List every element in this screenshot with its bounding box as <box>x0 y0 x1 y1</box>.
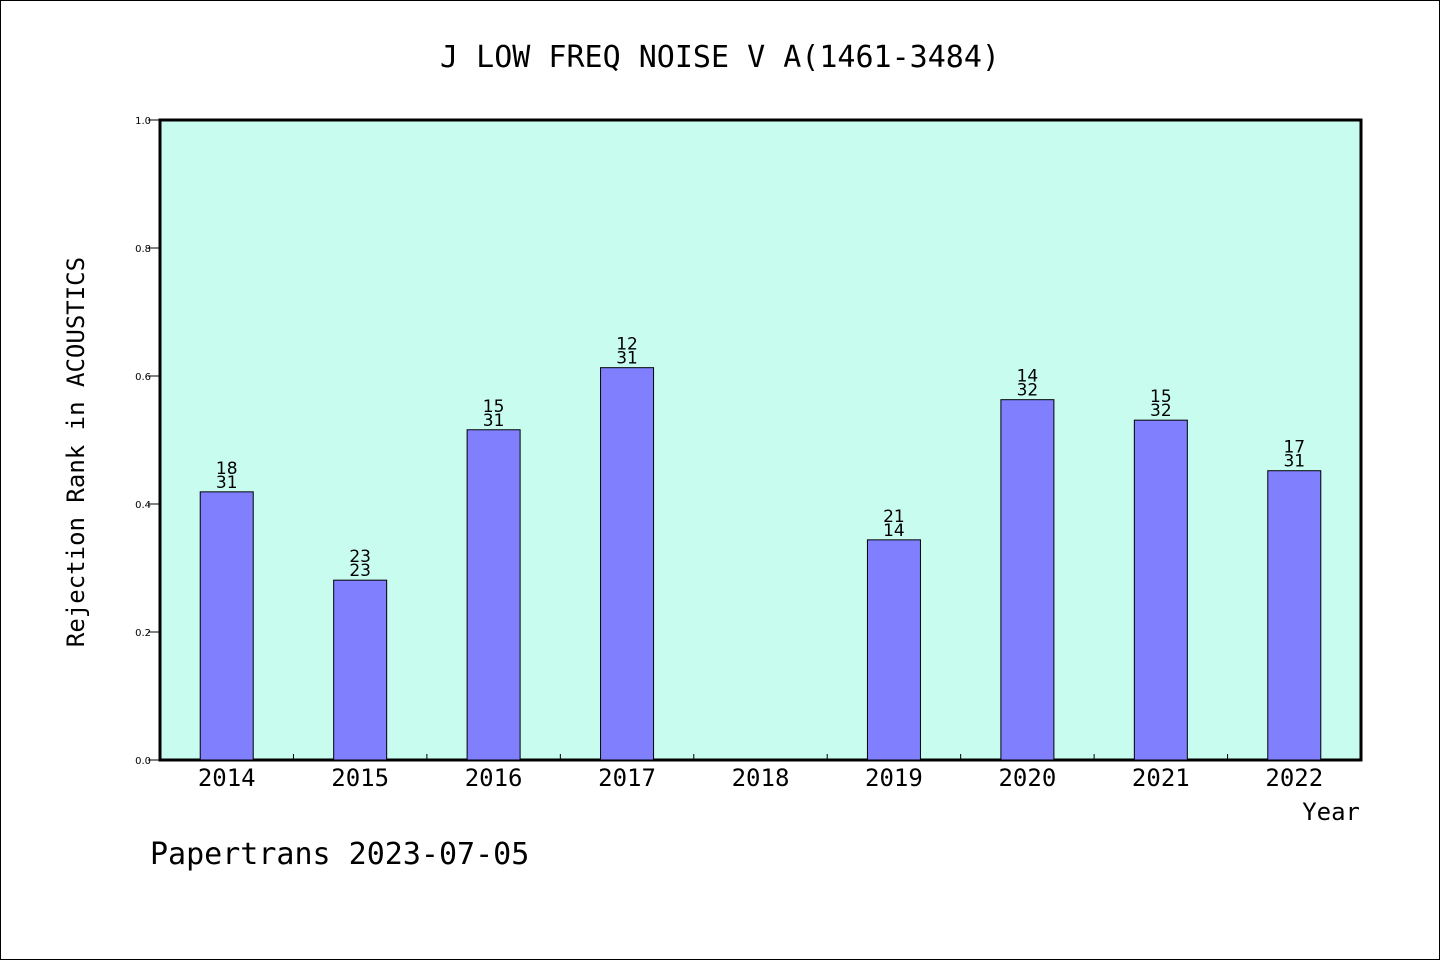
bars <box>199 367 1322 761</box>
y-tick-label: 0.0 <box>135 756 151 767</box>
bar <box>1000 399 1055 761</box>
bar-label-top: 17 <box>1283 438 1305 458</box>
x-tick-label: 2019 <box>865 764 923 792</box>
bar <box>866 539 921 761</box>
y-tick-label: 0.2 <box>135 628 151 639</box>
bar <box>1267 470 1322 761</box>
x-tick-label: 2017 <box>598 764 656 792</box>
bar-label-top: 15 <box>483 397 505 417</box>
x-tick-label: 2020 <box>998 764 1056 792</box>
bar-label-top: 21 <box>883 507 905 527</box>
y-tick-label: 0.6 <box>135 372 151 383</box>
bar <box>466 429 521 761</box>
bar-label-bottom: 31 <box>1283 452 1305 472</box>
bar-label-bottom: 23 <box>349 561 371 581</box>
bar-label-top: 23 <box>349 547 371 567</box>
bar-label-top: 15 <box>1150 387 1172 407</box>
y-axis-label: Rejection Rank in ACOUSTICS <box>62 257 90 647</box>
bar-label-bottom: 31 <box>616 349 638 369</box>
x-tick-label: 2016 <box>465 764 523 792</box>
bar-label-bottom: 14 <box>883 521 905 541</box>
bar-label-bottom: 31 <box>216 473 238 493</box>
bar-label-top: 14 <box>1017 367 1039 387</box>
bar-label-bottom: 32 <box>1017 381 1039 401</box>
footer-text: Papertrans 2023-07-05 <box>150 837 529 872</box>
bar <box>333 579 388 761</box>
x-axis: 2014 2015 2016 2017 2018 2019 2020 2021 2022 <box>198 754 1323 792</box>
x-tick-label: 2021 <box>1132 764 1190 792</box>
bar <box>199 491 254 761</box>
y-tick-label: 1.0 <box>135 116 151 127</box>
bar-label-bottom: 32 <box>1150 401 1172 421</box>
bar <box>1133 419 1188 761</box>
x-axis-label: Year <box>1302 798 1360 826</box>
x-tick-label: 2018 <box>732 764 790 792</box>
y-tick-label: 0.8 <box>135 244 151 255</box>
bar-label-top: 18 <box>216 459 238 479</box>
bar <box>600 367 655 761</box>
y-tick-label: 0.4 <box>135 500 151 511</box>
bar-label-top: 12 <box>616 335 638 355</box>
x-tick-label: 2015 <box>331 764 389 792</box>
chart-title: J LOW FREQ NOISE V A(1461-3484) <box>440 40 1000 75</box>
bar-label-bottom: 31 <box>483 411 505 431</box>
x-tick-label: 2014 <box>198 764 256 792</box>
y-axis: 0.0 0.2 0.4 0.6 0.8 1.0 <box>135 116 160 767</box>
x-tick-label: 2022 <box>1265 764 1323 792</box>
